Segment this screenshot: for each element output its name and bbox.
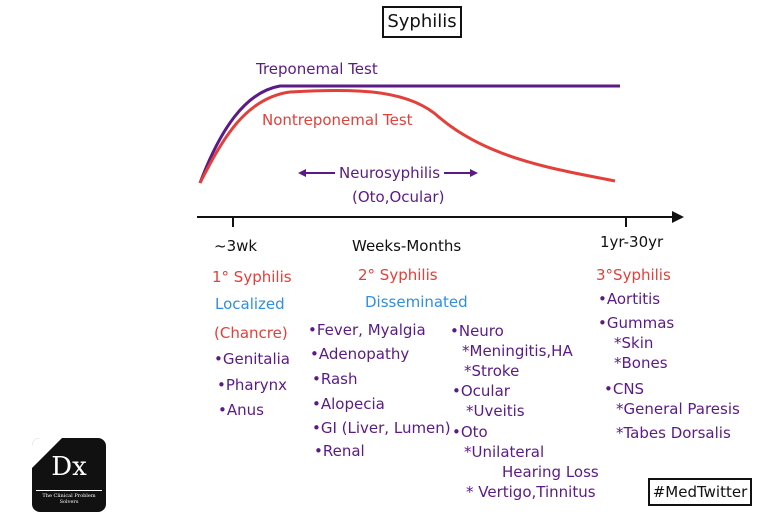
logo-corner-shape [32, 438, 62, 468]
page-title: Syphilis [382, 6, 462, 38]
timeline-arrowhead [672, 211, 684, 223]
secondary-symptom: •Fever, Myalgia [308, 321, 426, 339]
secondary-neuro-item: *Stroke [464, 362, 520, 380]
secondary-heading: 2° Syphilis [358, 266, 438, 284]
logo-text: Dx [51, 452, 87, 482]
nontreponemal-label: Nontreponemal Test [262, 111, 413, 129]
secondary-oto-item: *Unilateral [464, 443, 545, 461]
secondary-symptom: •Renal [314, 442, 365, 460]
primary-chancre: (Chancre) [214, 324, 288, 342]
secondary-symptom: •Alopecia [312, 395, 385, 413]
tertiary-gummas-item: *Skin [614, 334, 654, 352]
neurosyphilis-label: Neurosyphilis [339, 164, 441, 182]
secondary-symptom: •Rash [312, 370, 358, 388]
secondary-ocular: •Ocular [452, 382, 510, 400]
secondary-neuro-item: *Meningitis,HA [462, 342, 573, 360]
logo-subtitle: The Clinical Problem Solvers [36, 490, 102, 505]
secondary-symptom: •Adenopathy [310, 345, 410, 363]
secondary-oto-item: * Vertigo,Tinnitus [466, 483, 596, 501]
secondary-oto: •Oto [452, 423, 488, 441]
secondary-type: Disseminated [365, 293, 468, 311]
tertiary-cns-item: *Tabes Dorsalis [616, 424, 731, 442]
neurosyphilis-arrowhead-left [298, 169, 306, 177]
secondary-symptom: •GI (Liver, Lumen) [312, 419, 451, 437]
primary-heading: 1° Syphilis [212, 268, 292, 286]
treponemal-label: Treponemal Test [256, 60, 378, 78]
tertiary-heading: 3°Syphilis [596, 266, 671, 284]
tertiary-cns-item: *General Paresis [616, 400, 740, 418]
primary-type: Localized [215, 295, 285, 313]
primary-item: •Anus [218, 401, 264, 419]
timeline-label-3wk: ~3wk [214, 237, 258, 255]
tertiary-gummas: •Gummas [598, 314, 675, 332]
secondary-neuro: •Neuro [450, 322, 504, 340]
tertiary-gummas-item: *Bones [614, 354, 668, 372]
secondary-oto-item: Hearing Loss [502, 463, 599, 481]
secondary-ocular-item: *Uveitis [466, 402, 525, 420]
primary-item: •Pharynx [217, 376, 288, 394]
tertiary-cns: •CNS [604, 380, 645, 398]
treponemal-curve [198, 84, 620, 184]
neurosyphilis-sub-label: (Oto,Ocular) [352, 188, 445, 206]
neurosyphilis-arrowhead-right [470, 169, 478, 177]
nontreponemal-curve [198, 88, 616, 184]
hashtag-label: #MedTwitter [648, 478, 752, 506]
timeline-label-weeks-months: Weeks-Months [352, 237, 462, 255]
primary-item: •Genitalia [214, 350, 290, 368]
dx-logo: Dx The Clinical Problem Solvers [32, 438, 106, 512]
tertiary-aortitis: •Aortitis [598, 290, 661, 308]
timeline-label-1yr-30yr: 1yr-30yr [600, 233, 664, 251]
